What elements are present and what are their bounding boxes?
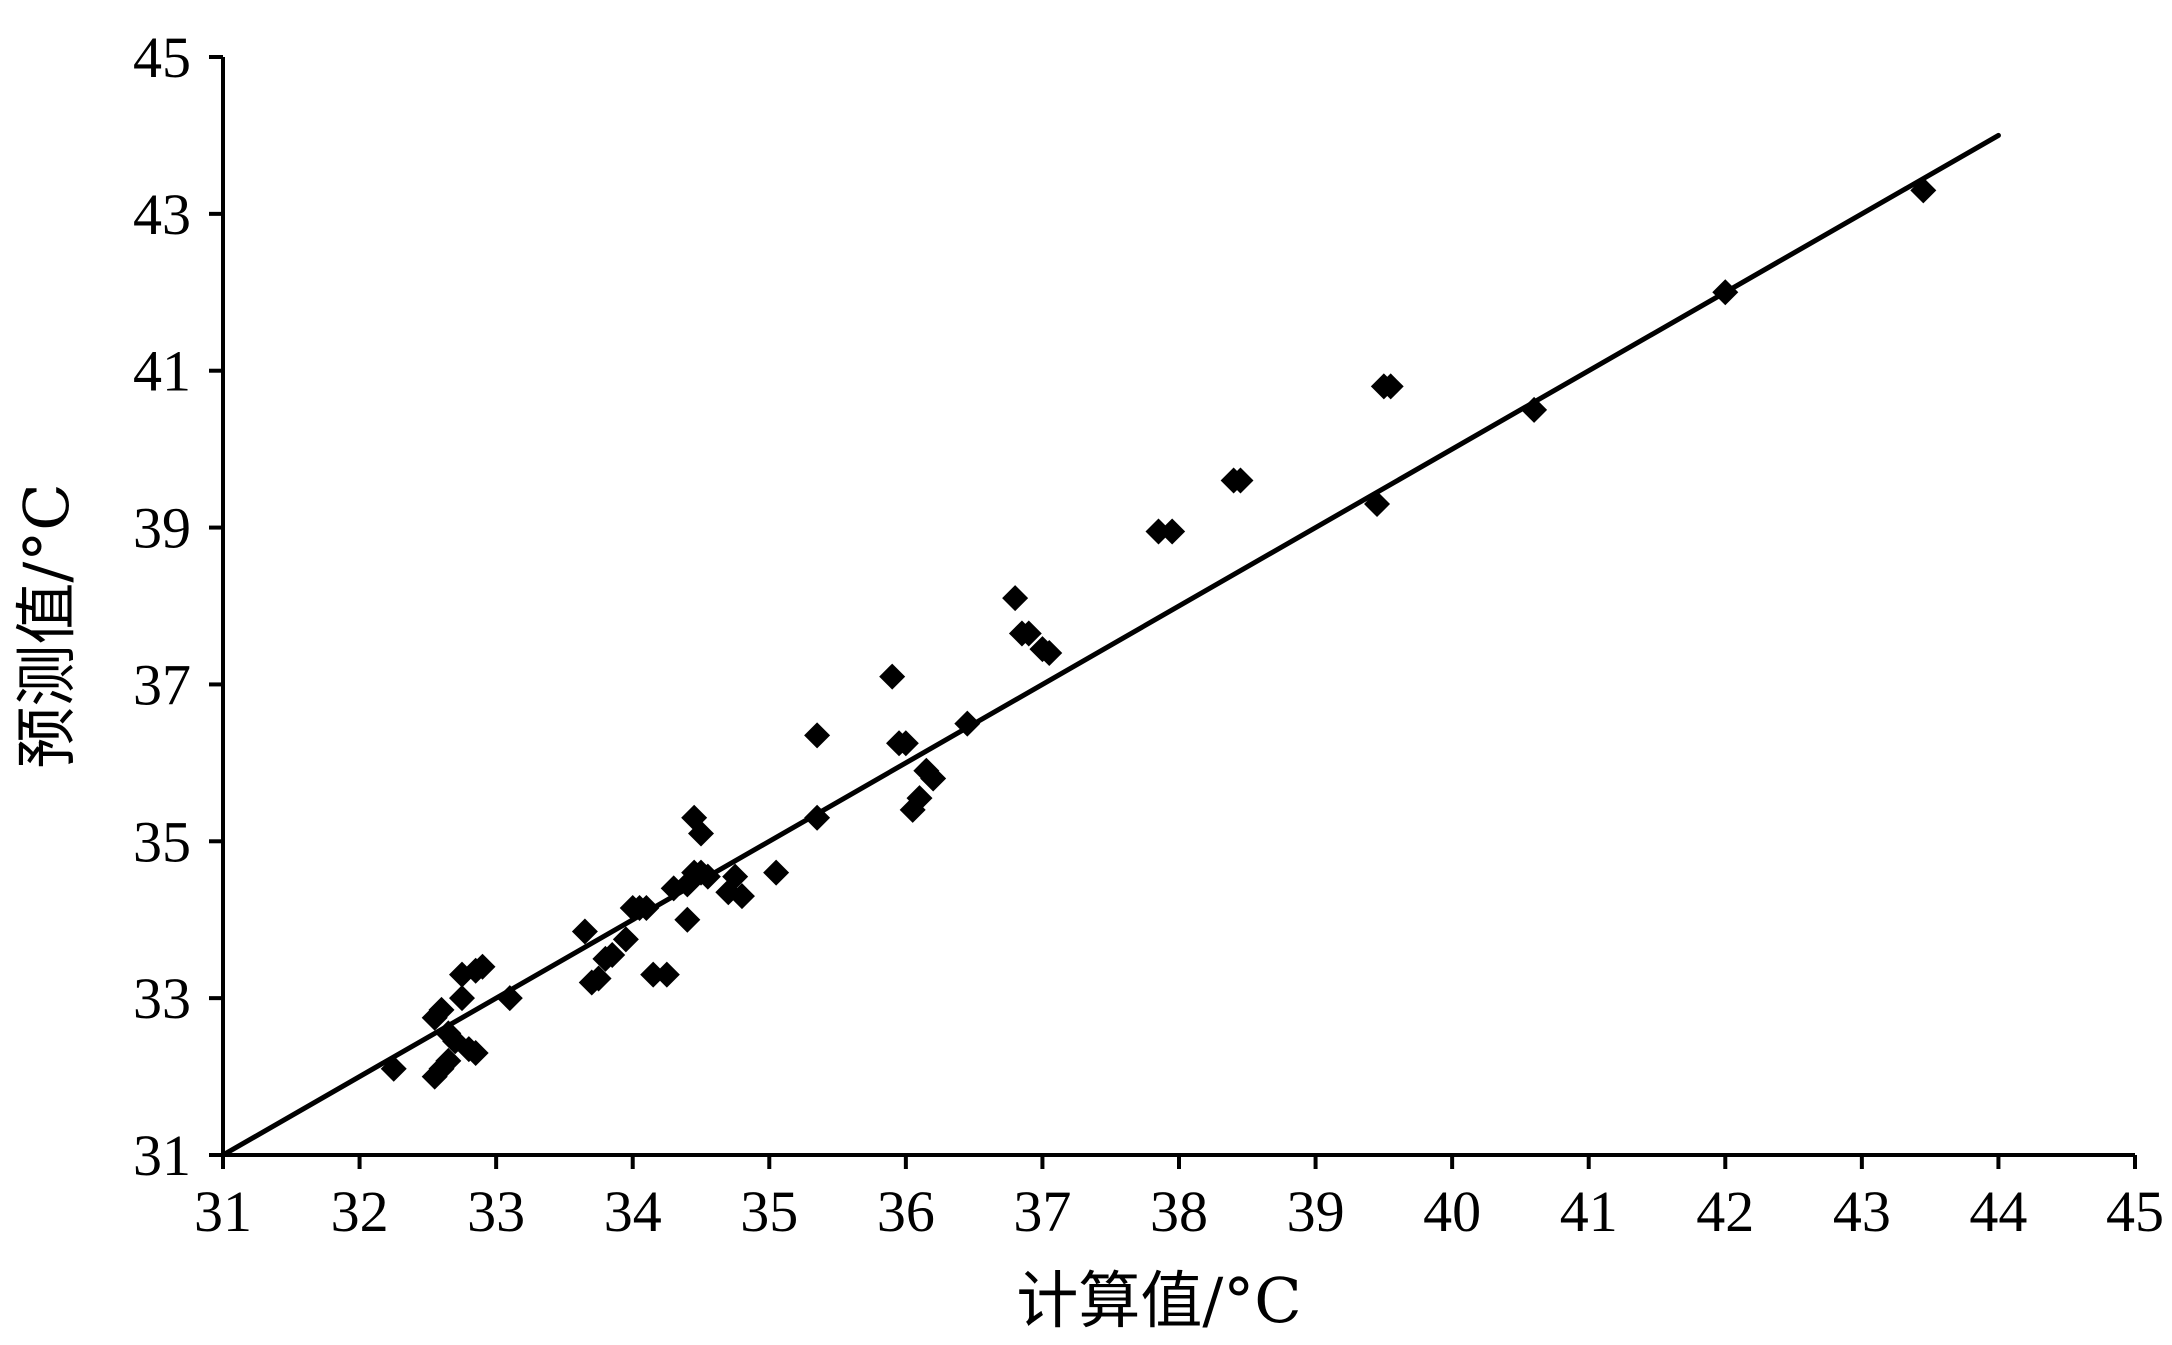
data-point: [763, 859, 790, 886]
data-point: [435, 1047, 462, 1074]
data-point: [612, 926, 639, 953]
y-axis-title: 预测值/°C: [10, 483, 83, 768]
x-axis-title: 计算值/°C: [1016, 1264, 1301, 1337]
x-axis-ticks: 31 32 33 34 35 36 37 38 39 40 41 42 43 44 45: [194, 1155, 2164, 1244]
data-point: [688, 820, 714, 847]
x-tick-label: 45: [2106, 1179, 2164, 1244]
data-point: [428, 996, 455, 1023]
y-tick-label: 37: [133, 652, 191, 717]
data-point: [1036, 640, 1063, 667]
data-point: [879, 663, 906, 690]
data-point: [1159, 518, 1186, 545]
data-point: [728, 883, 755, 910]
data-point: [1712, 279, 1739, 306]
data-point: [640, 961, 667, 988]
y-tick-label: 41: [133, 339, 191, 404]
x-tick-label: 41: [1560, 1179, 1618, 1244]
data-point: [469, 953, 496, 980]
x-tick-label: 33: [467, 1179, 525, 1244]
x-tick-label: 32: [331, 1179, 389, 1244]
x-tick-label: 34: [604, 1179, 662, 1244]
data-point: [804, 804, 831, 831]
y-tick-label: 35: [133, 809, 191, 874]
x-tick-label: 38: [1150, 1179, 1208, 1244]
data-point: [954, 710, 981, 737]
data-point: [1364, 491, 1391, 518]
data-point: [633, 894, 660, 921]
data-point: [571, 918, 598, 945]
data-point: [599, 942, 626, 969]
data-point: [380, 1055, 407, 1082]
data-point: [1377, 373, 1404, 400]
data-point: [462, 1040, 489, 1067]
y-tick-label: 33: [133, 966, 191, 1031]
data-point: [449, 985, 475, 1012]
data-point: [1910, 177, 1937, 204]
data-point: [1002, 585, 1029, 612]
x-tick-label: 39: [1287, 1179, 1345, 1244]
x-tick-label: 40: [1423, 1179, 1481, 1244]
x-tick-label: 44: [1969, 1179, 2027, 1244]
reference-line: [220, 132, 2001, 1158]
x-tick-label: 43: [1833, 1179, 1891, 1244]
data-point: [892, 730, 919, 757]
data-point: [1015, 620, 1042, 647]
data-point: [694, 863, 721, 890]
data-point: [674, 906, 701, 933]
y-axis-ticks: 31 33 35 37 39 41 43 45: [133, 25, 223, 1188]
x-tick-label: 36: [877, 1179, 935, 1244]
y-tick-label: 31: [133, 1123, 191, 1188]
reference-line-group: [220, 132, 2001, 1158]
x-tick-label: 42: [1696, 1179, 1754, 1244]
x-tick-label: 31: [194, 1179, 252, 1244]
axes: 31 32 33 34 35 36 37 38 39 40 41 42 43 44 45 313335373…: [133, 25, 2164, 1244]
data-point: [906, 785, 933, 812]
data-point: [920, 765, 947, 792]
data-point: [1145, 518, 1172, 545]
data-point: [1227, 467, 1254, 494]
y-tick-label: 39: [133, 496, 191, 561]
x-tick-label: 37: [1013, 1179, 1071, 1244]
data-point: [585, 965, 612, 992]
data-points: [380, 177, 1937, 1090]
x-tick-label: 35: [740, 1179, 798, 1244]
y-tick-label: 45: [133, 25, 191, 90]
data-point: [653, 961, 680, 988]
data-point: [804, 722, 831, 749]
data-point: [496, 985, 523, 1012]
data-point: [1521, 396, 1548, 423]
y-tick-label: 43: [133, 182, 191, 247]
